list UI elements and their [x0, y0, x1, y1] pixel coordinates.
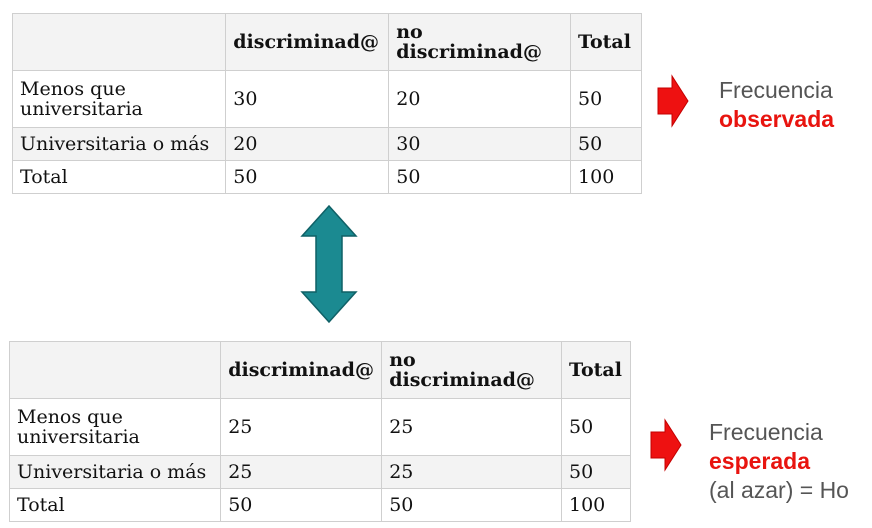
table-cell: 20 — [225, 127, 390, 161]
header-no-discriminado: no discriminad@ — [381, 341, 562, 399]
header-total: Total — [560, 341, 632, 399]
label-frequency: Frecuencia — [719, 77, 833, 103]
table-cell: 30 — [225, 70, 390, 128]
red-right-arrow-icon — [650, 418, 682, 472]
table-header-row: discriminad@ no discriminad@ Total — [11, 13, 642, 71]
row-label: Menos que universitaria — [11, 70, 227, 128]
header-total: Total — [570, 13, 642, 71]
observed-frequency-table: discriminad@ no discriminad@ Total Menos… — [11, 13, 642, 194]
header-discriminado: discriminad@ — [220, 341, 383, 399]
header-empty-cell — [11, 13, 227, 71]
row-label: Universitaria o más — [8, 455, 222, 489]
table-cell: 25 — [220, 455, 383, 489]
table-cell: 50 — [560, 455, 632, 489]
row-label: Menos que universitaria — [8, 398, 222, 456]
label-frequency: Frecuencia — [709, 419, 823, 445]
table-header-row: discriminad@ no discriminad@ Total — [8, 341, 632, 399]
table-cell: 50 — [220, 488, 383, 522]
table-row: Universitaria o más 25 25 50 — [8, 455, 632, 489]
row-label: Universitaria o más — [11, 127, 227, 161]
label-expected: esperada — [709, 448, 811, 474]
table-cell: 25 — [381, 455, 562, 489]
table-row: Menos que universitaria 25 25 50 — [8, 398, 632, 456]
table-cell: 50 — [560, 398, 632, 456]
red-right-arrow-icon — [657, 74, 689, 128]
table-row: Total 50 50 100 — [11, 160, 642, 194]
header-empty-cell — [8, 341, 222, 399]
expected-frequency-table: discriminad@ no discriminad@ Total Menos… — [8, 341, 632, 522]
table-cell: 50 — [381, 488, 562, 522]
expected-frequency-label: Frecuencia esperada (al azar) = Ho — [709, 418, 849, 505]
table-cell: 25 — [381, 398, 562, 456]
table-cell: 100 — [570, 160, 642, 194]
row-label: Total — [8, 488, 222, 522]
table-row: Menos que universitaria 30 20 50 — [11, 70, 642, 128]
table-cell: 50 — [225, 160, 390, 194]
table-cell: 30 — [388, 127, 572, 161]
table-cell: 50 — [570, 127, 642, 161]
table-cell: 100 — [560, 488, 632, 522]
table-row: Universitaria o más 20 30 50 — [11, 127, 642, 161]
table-cell: 20 — [388, 70, 572, 128]
label-observed: observada — [719, 106, 835, 132]
teal-double-arrow-icon — [300, 204, 358, 324]
table-row: Total 50 50 100 — [8, 488, 632, 522]
table-cell: 50 — [388, 160, 572, 194]
label-null-hypothesis: (al azar) = Ho — [709, 477, 849, 503]
observed-frequency-label: Frecuencia observada — [719, 76, 834, 134]
header-discriminado: discriminad@ — [225, 13, 390, 71]
table-cell: 25 — [220, 398, 383, 456]
row-label: Total — [11, 160, 227, 194]
header-no-discriminado: no discriminad@ — [388, 13, 572, 71]
table-cell: 50 — [570, 70, 642, 128]
